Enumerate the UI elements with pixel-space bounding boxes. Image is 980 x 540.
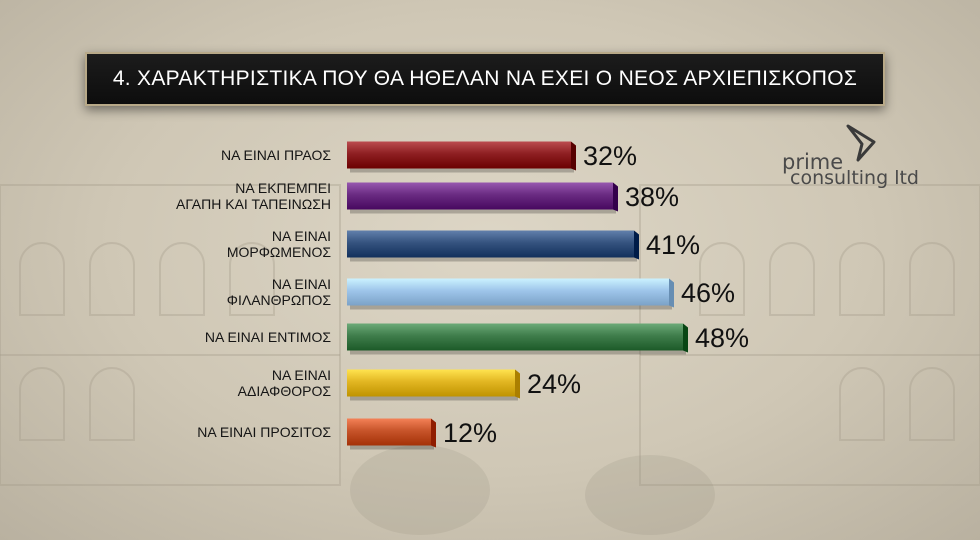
logo-text-consulting: consulting ltd xyxy=(790,167,919,189)
category-label: ΝΑ ΕΙΝΑΙ xyxy=(272,367,331,383)
bar xyxy=(347,369,515,397)
bars xyxy=(347,141,688,450)
value-label: 24% xyxy=(527,369,581,399)
category-label: ΝΑ ΕΙΝΑΙ ΠΡΑΟΣ xyxy=(221,147,331,163)
value-labels: 32% 38% 41% 46% 48% 24% 12% xyxy=(443,141,749,448)
value-label: 41% xyxy=(646,230,700,260)
bar-end-cap xyxy=(571,141,576,171)
category-label: ΝΑ ΕΙΝΑΙ xyxy=(272,276,331,292)
chart-title: 4. ΧΑΡΑΚΤΗΡΙΣΤΙΚΑ ΠΟΥ ΘΑ ΗΘΕΛΑΝ ΝΑ ΕΧΕΙ … xyxy=(85,52,885,106)
value-label: 48% xyxy=(695,323,749,353)
bar xyxy=(347,230,634,258)
bar-end-cap xyxy=(683,323,688,353)
category-label: ΜΟΡΦΩΜΕΝΟΣ xyxy=(227,244,332,260)
category-label: ΑΓΑΠΗ ΚΑΙ ΤΑΠΕΙΝΩΣΗ xyxy=(176,196,331,212)
category-label: ΝΑ ΕΙΝΑΙ ΕΝΤΙΜΟΣ xyxy=(205,329,331,345)
bar xyxy=(347,182,613,210)
prime-logo-icon xyxy=(846,124,876,162)
bar-end-cap xyxy=(634,230,639,260)
prime-consulting-logo: prime consulting ltd xyxy=(782,124,942,194)
category-label: ΝΑ ΕΙΝΑΙ ΠΡΟΣΙΤΟΣ xyxy=(197,424,331,440)
bar xyxy=(347,141,571,169)
category-label: ΝΑ ΕΙΝΑΙ xyxy=(272,228,331,244)
bar xyxy=(347,323,683,351)
value-label: 38% xyxy=(625,182,679,212)
bar-end-cap xyxy=(431,418,436,448)
bar xyxy=(347,278,669,306)
category-label: ΝΑ ΕΚΠΕΜΠΕΙ xyxy=(235,180,331,196)
bar xyxy=(347,418,431,446)
bar-end-cap xyxy=(515,369,520,399)
value-label: 46% xyxy=(681,278,735,308)
bar-end-cap xyxy=(613,182,618,212)
category-label: ΑΔΙΑΦΘΟΡΟΣ xyxy=(238,383,332,399)
logo-text-prime: prime xyxy=(782,150,844,174)
category-label: ΦΙΛΑΝΘΡΩΠΟΣ xyxy=(227,292,332,308)
value-label: 32% xyxy=(583,141,637,171)
value-label: 12% xyxy=(443,418,497,448)
bar-end-cap xyxy=(669,278,674,308)
